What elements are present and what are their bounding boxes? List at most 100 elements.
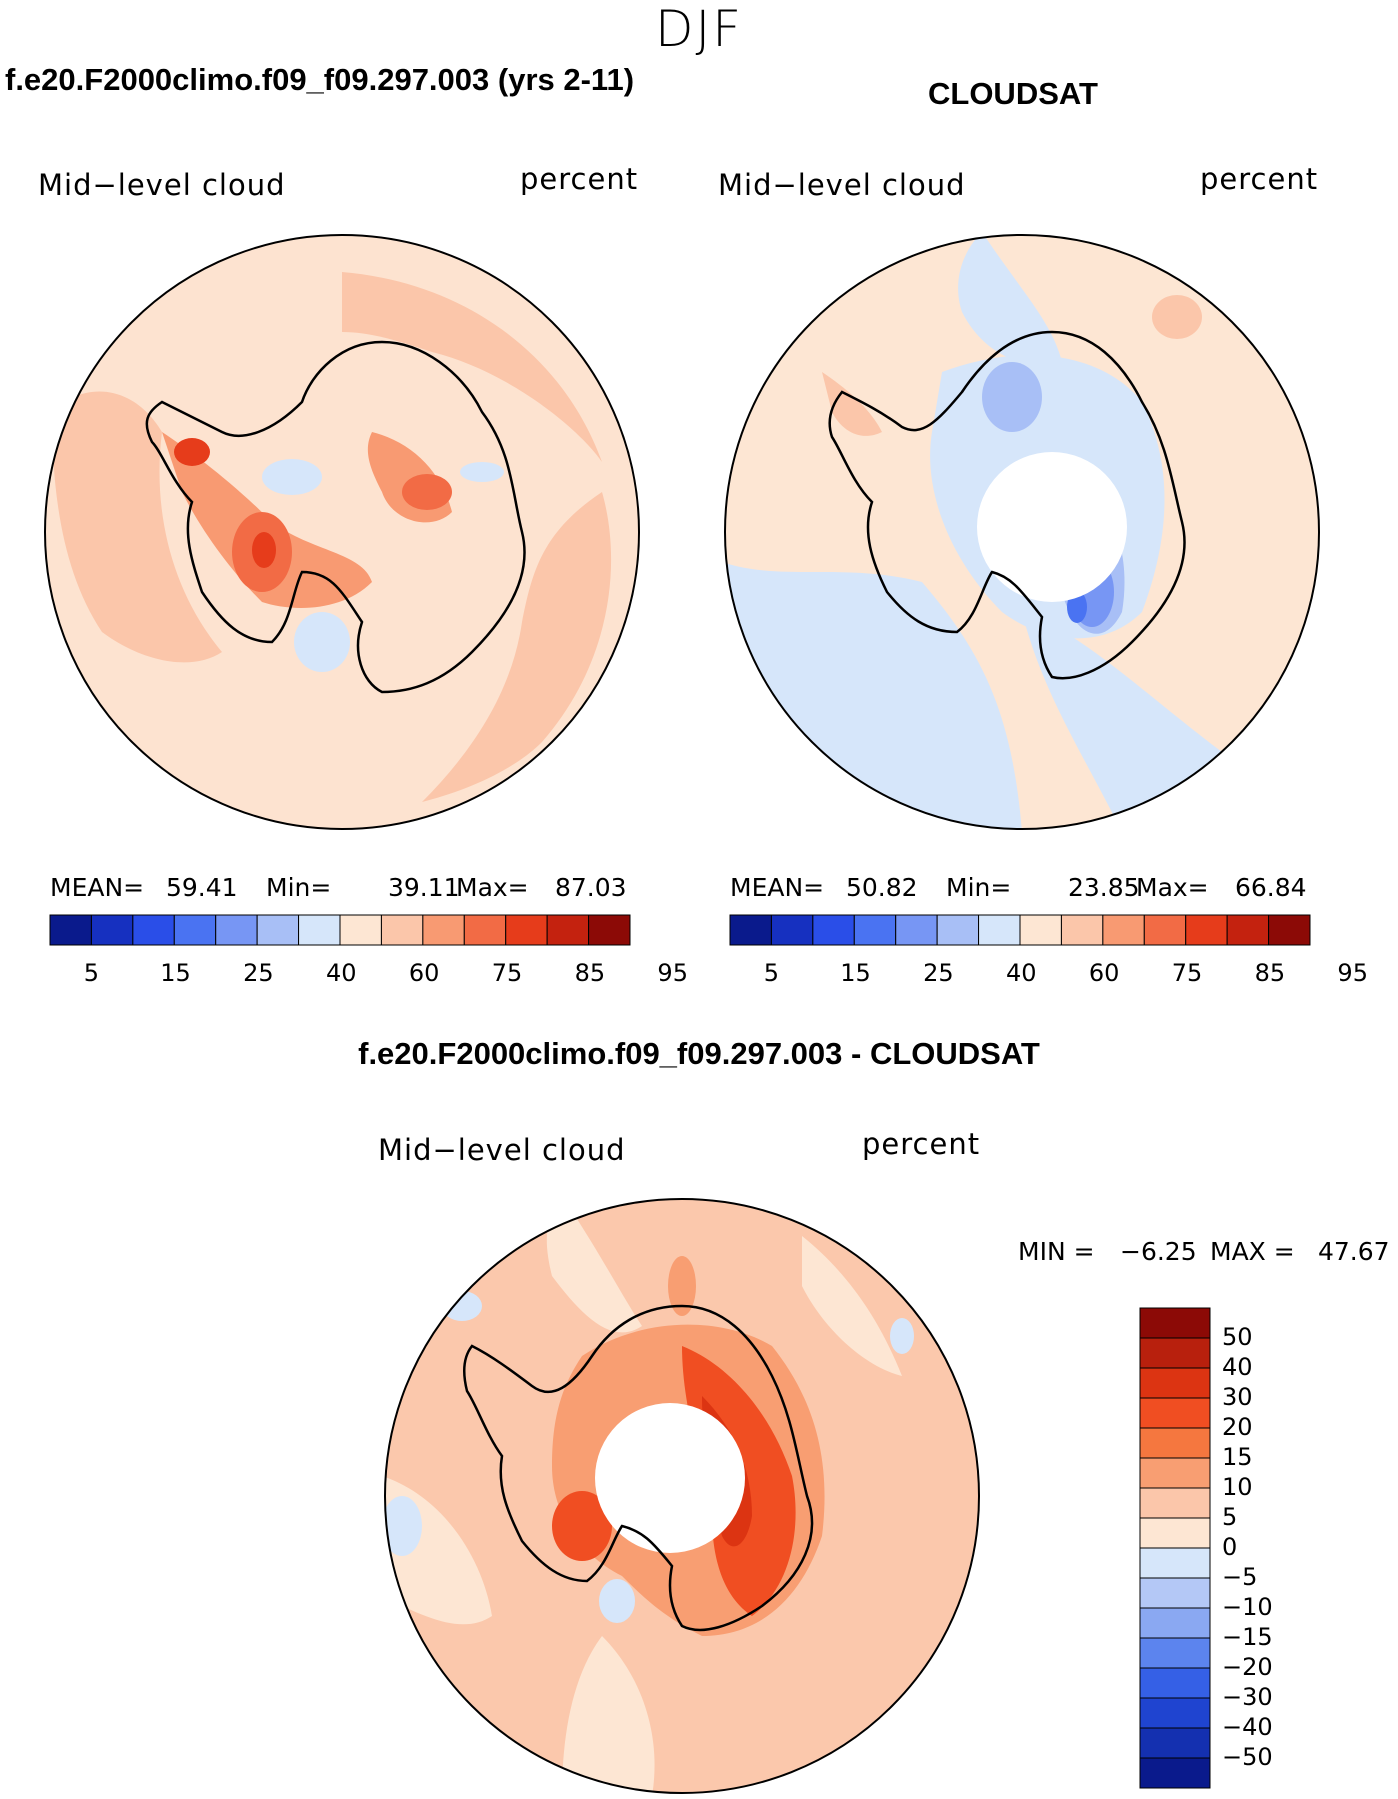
difference-contour-south-pale bbox=[562, 1636, 655, 1793]
panel1-colorbar-swatch bbox=[90, 914, 134, 946]
panel2-colorbar-swatch bbox=[812, 914, 855, 946]
panel1-contour-ring-west bbox=[52, 391, 222, 663]
difference-max-label: MAX = bbox=[1210, 1237, 1295, 1266]
difference-colorbar-tick-label: −5 bbox=[1222, 1563, 1258, 1591]
panel1-units-label: percent bbox=[520, 162, 639, 196]
panel2-colorbar-swatch bbox=[978, 914, 1021, 946]
panel2-contour-north-low-2 bbox=[982, 362, 1042, 432]
panel2-colorbar-swatch bbox=[936, 914, 980, 946]
difference-colorbar-swatch bbox=[1139, 1607, 1211, 1639]
panel2-pole-hole bbox=[977, 452, 1127, 602]
panel2-colorbar-swatch bbox=[1102, 914, 1145, 946]
difference-colorbar-tick-label: 30 bbox=[1222, 1383, 1253, 1411]
panel1-contour-low-1 bbox=[294, 612, 350, 672]
panel2-polar-map bbox=[724, 234, 1320, 830]
panel1-polar-map bbox=[44, 234, 640, 830]
panel2-colorbar-swatch bbox=[1060, 914, 1104, 946]
panel2-colorbar-tick-label: 5 bbox=[763, 959, 780, 987]
difference-contour-low-4 bbox=[890, 1318, 914, 1354]
panel1-colorbar bbox=[49, 914, 631, 946]
panel2-units-label: percent bbox=[1200, 162, 1319, 196]
difference-polar-map bbox=[384, 1198, 980, 1794]
difference-colorbar-tick-label: −50 bbox=[1222, 1743, 1273, 1771]
panel1-map-border bbox=[44, 234, 640, 830]
difference-colorbar-swatch bbox=[1139, 1577, 1211, 1609]
panel1-colorbar-swatch bbox=[505, 914, 548, 946]
panel1-contour-peak-core bbox=[252, 532, 276, 568]
panel2-colorbar-swatch bbox=[1019, 914, 1062, 946]
difference-colorbar-swatch bbox=[1139, 1547, 1211, 1579]
difference-max-value: 47.67 bbox=[1318, 1237, 1390, 1266]
panel1-colorbar-swatch bbox=[380, 914, 424, 946]
difference-colorbar-swatch bbox=[1139, 1727, 1211, 1759]
panel2-min-label: Min= bbox=[946, 873, 1012, 902]
panel1-mean-value: 59.41 bbox=[166, 873, 238, 902]
panel2-min-value: 23.85 bbox=[1068, 873, 1140, 902]
difference-colorbar-swatch bbox=[1139, 1667, 1211, 1699]
panel1-contour-ring-north bbox=[342, 272, 602, 462]
difference-units-label: percent bbox=[862, 1127, 981, 1161]
panel1-colorbar-swatch bbox=[588, 914, 631, 946]
panel2-variable-label: Mid−level cloud bbox=[718, 168, 966, 202]
panel1-contour-low-3 bbox=[460, 462, 504, 482]
difference-pole-hole bbox=[595, 1403, 745, 1553]
difference-colorbar-swatch bbox=[1139, 1487, 1211, 1519]
panel1-contour-low-2 bbox=[262, 459, 322, 495]
panel2-contour-southeast-low bbox=[1022, 612, 1227, 829]
difference-map-border bbox=[384, 1198, 980, 1794]
panel1-colorbar-swatch bbox=[215, 914, 258, 946]
panel2-contour-peninsula-high bbox=[822, 372, 882, 436]
difference-contour-low-1 bbox=[599, 1579, 635, 1623]
panel1-colorbar-tick-label: 40 bbox=[326, 959, 357, 987]
panel1-colorbar-tick-label: 95 bbox=[657, 959, 688, 987]
difference-colorbar-tick-label: −30 bbox=[1222, 1683, 1273, 1711]
difference-colorbar-tick-label: −20 bbox=[1222, 1653, 1273, 1681]
difference-colorbar-tick-label: 20 bbox=[1222, 1413, 1253, 1441]
panel2-colorbar-swatch bbox=[895, 914, 938, 946]
panel2-colorbar-swatch bbox=[1143, 914, 1187, 946]
difference-contour-ne-pale bbox=[802, 1236, 902, 1376]
difference-variable-label: Mid−level cloud bbox=[378, 1133, 626, 1167]
panel2-colorbar-swatch bbox=[1226, 914, 1270, 946]
difference-contour-north-pale bbox=[546, 1199, 642, 1333]
panel1-colorbar-tick-label: 60 bbox=[408, 959, 440, 987]
difference-min-value: −6.25 bbox=[1120, 1237, 1197, 1266]
difference-colorbar-tick-label: 50 bbox=[1222, 1323, 1253, 1351]
panel1-contour-peak-2 bbox=[402, 474, 452, 510]
difference-colorbar-tick-label: −15 bbox=[1222, 1623, 1273, 1651]
panel1-colorbar-swatch bbox=[546, 914, 590, 946]
panel2-colorbar-tick-label: 40 bbox=[1006, 959, 1037, 987]
panel2-colorbar bbox=[729, 914, 1311, 946]
panel2-mean-value: 50.82 bbox=[846, 873, 918, 902]
difference-colorbar-swatch bbox=[1139, 1397, 1211, 1429]
panel1-contour-ring-east bbox=[422, 492, 612, 802]
panel1-min-value: 39.11 bbox=[388, 873, 460, 902]
panel2-colorbar-swatch bbox=[1268, 914, 1311, 946]
panel1-max-value: 87.03 bbox=[555, 873, 627, 902]
panel2-colorbar-tick-label: 75 bbox=[1171, 959, 1203, 987]
difference-coastline bbox=[463, 1304, 814, 1632]
panel2-title: CLOUDSAT bbox=[928, 76, 1098, 111]
panel1-contour-peak-3 bbox=[174, 438, 210, 466]
panel2-max-label: Max= bbox=[1136, 873, 1209, 902]
panel2-max-value: 66.84 bbox=[1235, 873, 1307, 902]
difference-colorbar-tick-label: 15 bbox=[1222, 1443, 1253, 1471]
panel1-max-label: Max= bbox=[456, 873, 529, 902]
difference-title: f.e20.F2000climo.f09_f09.297.003 - CLOUD… bbox=[358, 1036, 1040, 1071]
panel1-colorbar-tick-label: 85 bbox=[574, 959, 606, 987]
panel1-colorbar-tick-label: 15 bbox=[160, 959, 191, 987]
difference-colorbar-swatch bbox=[1139, 1517, 1211, 1549]
panel2-coastline bbox=[828, 330, 1186, 680]
season-title: DJF bbox=[654, 0, 743, 58]
panel1-colorbar-swatch bbox=[298, 914, 341, 946]
difference-colorbar-swatch bbox=[1139, 1367, 1211, 1399]
difference-colorbar-tick-label: −10 bbox=[1222, 1593, 1273, 1621]
panel2-contour-ne-high bbox=[1152, 295, 1202, 339]
difference-contour-low-3 bbox=[385, 1496, 422, 1556]
panel1-colorbar-tick-label: 5 bbox=[83, 959, 100, 987]
difference-colorbar bbox=[1139, 1307, 1211, 1789]
difference-colorbar-swatch bbox=[1139, 1307, 1211, 1339]
panel1-colorbar-tick-label: 25 bbox=[243, 959, 274, 987]
panel1-coastline bbox=[145, 340, 526, 694]
panel1-colorbar-swatch bbox=[173, 914, 217, 946]
